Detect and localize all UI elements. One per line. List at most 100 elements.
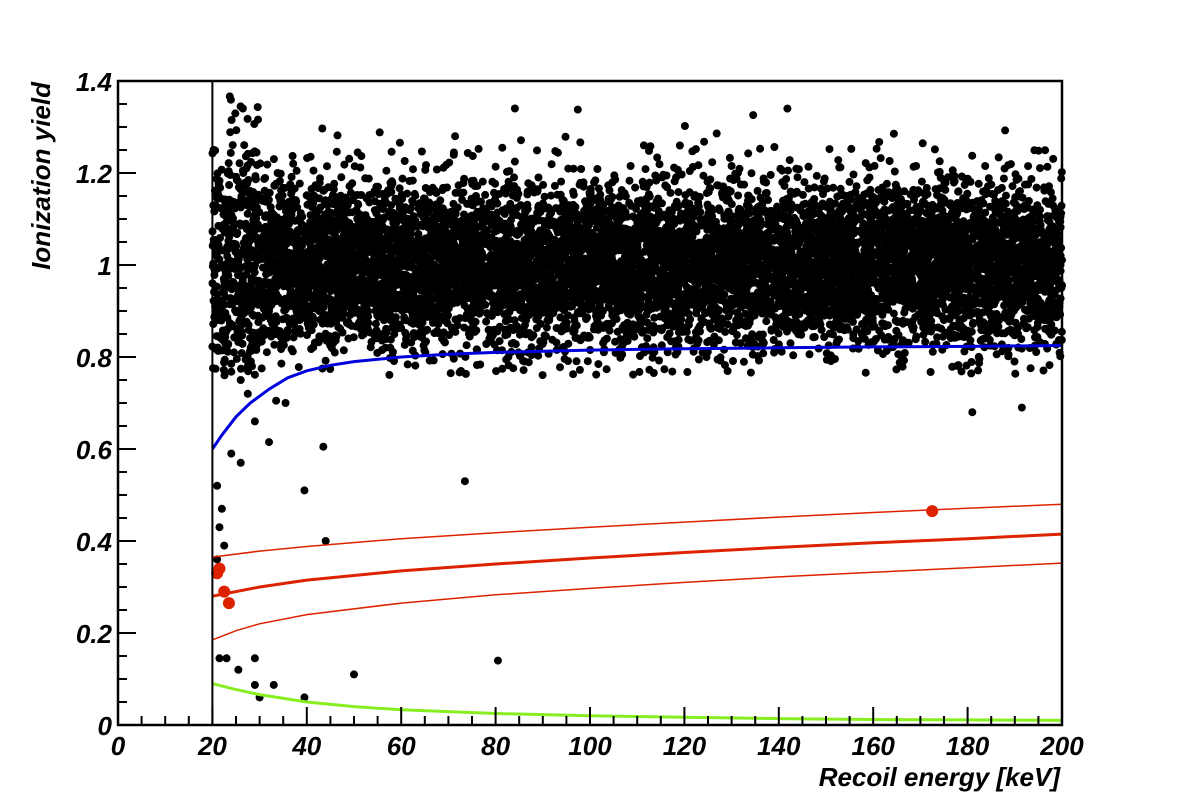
- electron-recoil-point: [560, 354, 569, 363]
- electron-recoil-point: [564, 339, 573, 348]
- electron-recoil-point: [994, 153, 1003, 162]
- electron-recoil-point: [1000, 301, 1009, 310]
- electron-recoil-point: [798, 190, 807, 199]
- electron-recoil-point: [1001, 126, 1010, 135]
- electron-recoil-point: [610, 171, 619, 180]
- electron-recoil-point: [556, 363, 564, 372]
- electron-recoil-point: [460, 174, 469, 183]
- electron-recoil-point: [317, 214, 326, 223]
- electron-recoil-point: [946, 199, 955, 208]
- electron-recoil-point: [777, 347, 786, 356]
- electron-recoil-point: [930, 145, 939, 154]
- electron-recoil-point: [538, 371, 547, 380]
- electron-recoil-point: [250, 370, 259, 379]
- electron-recoil-point: [1041, 324, 1050, 333]
- electron-recoil-point: [773, 205, 782, 214]
- electron-recoil-point: [463, 149, 472, 157]
- electron-recoil-point: [825, 145, 834, 154]
- electron-recoil-point: [959, 314, 968, 323]
- electron-recoil-point: [644, 190, 653, 199]
- electron-recoil-point: [696, 221, 705, 230]
- electron-recoil-point: [309, 166, 318, 175]
- electron-recoil-point: [890, 167, 899, 176]
- electron-recoil-point: [894, 350, 903, 359]
- electron-recoil-point: [892, 365, 901, 374]
- electron-recoil-point: [228, 141, 237, 150]
- electron-recoil-point: [748, 350, 757, 359]
- electron-recoil-point: [716, 353, 725, 362]
- electron-recoil-point: [957, 367, 966, 376]
- electron-recoil-point: [533, 146, 541, 155]
- electron-recoil-point: [734, 191, 743, 200]
- electron-recoil-point: [804, 162, 813, 171]
- electron-recoil-point: [523, 187, 532, 196]
- electron-recoil-point: [981, 162, 990, 170]
- plot-background: [118, 81, 1062, 725]
- electron-recoil-point: [501, 331, 510, 340]
- electron-recoil-point: [1036, 212, 1045, 221]
- electron-recoil-point: [723, 367, 732, 375]
- electron-recoil-point: [409, 165, 417, 174]
- electron-recoil-point: [653, 153, 662, 162]
- electron-recoil-point: [571, 203, 580, 211]
- electron-recoil-point: [675, 141, 684, 150]
- electron-recoil-point: [432, 165, 441, 174]
- electron-recoil-point: [292, 166, 301, 175]
- electron-recoil-point: [592, 370, 601, 379]
- electron-recoil-point: [264, 326, 273, 335]
- electron-recoil-point: [593, 165, 602, 173]
- electron-recoil-point: [539, 180, 548, 189]
- electron-recoil-point: [614, 305, 623, 314]
- electron-recoil-point: [227, 359, 236, 368]
- electron-recoil-point: [417, 147, 426, 156]
- electron-recoil-point: [591, 176, 600, 185]
- electron-recoil-point: [340, 160, 349, 169]
- electron-recoil-point: [570, 316, 579, 325]
- electron-recoil-point: [739, 357, 748, 366]
- electron-recoil-point: [755, 356, 763, 365]
- electron-recoil-point: [441, 338, 449, 347]
- electron-recoil-point: [694, 355, 703, 364]
- electron-recoil-point: [1048, 328, 1057, 337]
- electron-recoil-point: [510, 173, 518, 182]
- electron-recoil-point: [641, 165, 650, 174]
- electron-recoil-point: [933, 309, 942, 318]
- electron-recoil-point: [648, 353, 657, 362]
- electron-recoil-point: [1041, 146, 1050, 155]
- electron-recoil-point: [295, 179, 304, 188]
- electron-recoil-point: [1039, 366, 1048, 375]
- electron-recoil-point: [287, 172, 296, 181]
- electron-recoil-point: [1032, 348, 1041, 356]
- electron-recoil-point: [793, 173, 802, 182]
- electron-recoil-point: [238, 104, 247, 113]
- electron-recoil-point: [625, 176, 634, 185]
- electron-recoil-point: [411, 361, 420, 370]
- electron-recoil-point: [453, 203, 462, 212]
- electron-recoil-point: [748, 330, 757, 339]
- electron-recoil-point: [974, 366, 983, 375]
- electron-recoil-point: [919, 330, 928, 339]
- electron-recoil-point: [921, 337, 930, 346]
- electron-recoil-point: [516, 201, 525, 210]
- electron-recoil-point: [338, 328, 347, 337]
- electron-recoil-point: [524, 358, 533, 367]
- electron-recoil-point: [602, 334, 611, 343]
- electron-recoil-point: [883, 305, 892, 314]
- electron-recoil-point: [569, 187, 578, 196]
- electron-recoil-point: [784, 166, 792, 175]
- electron-recoil-point: [1049, 154, 1058, 163]
- electron-recoil-point: [770, 143, 779, 151]
- electron-recoil-point: [400, 157, 409, 165]
- electron-recoil-point: [1010, 357, 1019, 366]
- electron-recoil-point: [800, 178, 809, 187]
- electron-recoil-point: [455, 189, 464, 197]
- electron-recoil-point: [481, 190, 490, 199]
- electron-recoil-point: [933, 333, 942, 342]
- electron-recoil-point: [898, 362, 907, 371]
- electron-recoil-point: [823, 184, 832, 193]
- electron-recoil-point: [636, 352, 644, 360]
- electron-recoil-point: [657, 341, 666, 350]
- electron-recoil-point: [935, 157, 944, 166]
- electron-recoil-point: [562, 318, 571, 327]
